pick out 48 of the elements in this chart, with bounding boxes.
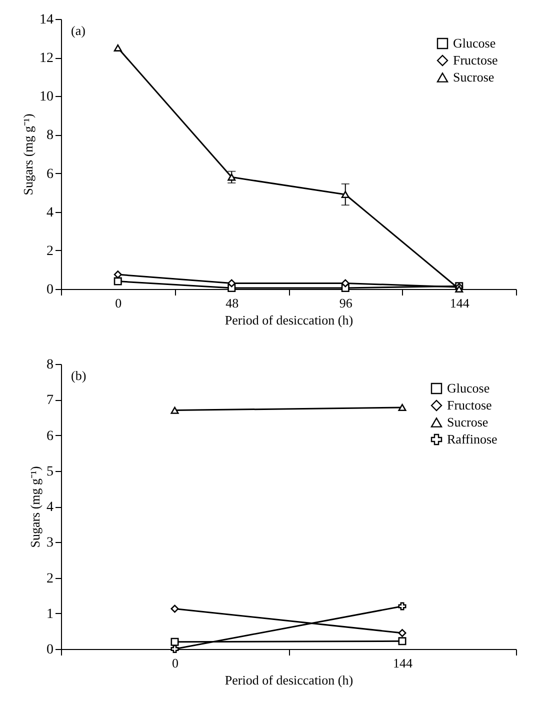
y-tick-label: 8 bbox=[46, 358, 54, 372]
y-tick-label: 7 bbox=[46, 393, 54, 408]
point bbox=[114, 270, 122, 279]
x-tick-label: 144 bbox=[393, 656, 413, 670]
x-tick-label: 48 bbox=[226, 296, 239, 310]
point bbox=[228, 279, 236, 288]
y-tick-label: 6 bbox=[46, 428, 54, 444]
legend-label: Glucose bbox=[453, 36, 496, 50]
point bbox=[341, 190, 350, 198]
y-tick-label: 4 bbox=[46, 500, 54, 515]
y-axis-title: Sugars (mg g⁻¹) bbox=[20, 114, 36, 196]
point bbox=[398, 628, 406, 637]
point bbox=[228, 174, 236, 181]
point bbox=[114, 44, 122, 52]
legend-label: Sucrose bbox=[453, 70, 494, 84]
x-tick-label: 96 bbox=[339, 296, 353, 310]
y-axis-title: Sugars (mg g⁻¹) bbox=[28, 466, 42, 548]
legend-label: Sucrose bbox=[447, 414, 488, 430]
y-tick-label: 10 bbox=[40, 90, 54, 105]
y-tick-label: 3 bbox=[46, 536, 54, 551]
point bbox=[341, 279, 350, 288]
y-tick-label: 8 bbox=[46, 128, 54, 144]
point bbox=[170, 638, 179, 646]
x-axis-title: Period of desiccation (h) bbox=[224, 672, 354, 688]
annotation: (b) bbox=[71, 368, 86, 383]
y-tick-label: 6 bbox=[46, 166, 54, 182]
y-tick-label: 12 bbox=[40, 51, 54, 66]
y-tick-label: 2 bbox=[46, 571, 54, 586]
legend-label: Raffinose bbox=[447, 432, 498, 446]
legend-label: Fructose bbox=[453, 52, 498, 68]
x-tick-label: 144 bbox=[450, 296, 470, 310]
point bbox=[398, 602, 406, 610]
y-tick-label: 0 bbox=[46, 642, 54, 658]
y-tick-label: 5 bbox=[46, 464, 54, 480]
legend-label: Glucose bbox=[447, 380, 490, 396]
y-tick-label: 2 bbox=[46, 244, 54, 259]
y-tick-label: 1 bbox=[46, 606, 54, 622]
point bbox=[170, 604, 179, 613]
y-tick-label: 0 bbox=[46, 282, 54, 298]
y-tick-label: 14 bbox=[40, 12, 54, 28]
x-axis-title: Period of desiccation (h) bbox=[224, 312, 354, 328]
y-tick-label: 4 bbox=[46, 205, 54, 220]
point bbox=[398, 637, 406, 646]
annotation: (a) bbox=[71, 23, 86, 38]
point bbox=[455, 285, 464, 293]
x-tick-label: 0 bbox=[115, 296, 122, 310]
point bbox=[114, 277, 122, 286]
legend-label: Fructose bbox=[447, 398, 492, 412]
